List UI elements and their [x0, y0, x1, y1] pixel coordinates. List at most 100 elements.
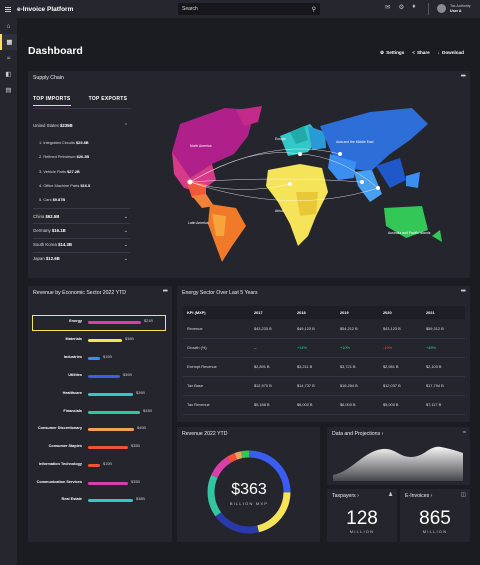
- search-input[interactable]: Search ⚲: [178, 3, 320, 15]
- taxpayers-unit: MILLION: [349, 529, 375, 534]
- region-row[interactable]: China $62.5B ⌄: [33, 214, 128, 220]
- region-label: South Korea $14.3B: [33, 242, 72, 247]
- sector-bar: [88, 339, 122, 342]
- sector-value: $39B: [136, 391, 145, 395]
- chevron-down-icon[interactable]: ⌄: [123, 242, 128, 248]
- tab-top-imports[interactable]: TOP IMPORTS: [33, 96, 71, 106]
- taxpayers-card[interactable]: Taxpayers › ♟: [327, 489, 397, 542]
- table-row: Exempt Revenue $2,891 B $3,211 B $3,721 B $2…: [183, 357, 465, 377]
- list-item: 5. Cars $9.87B: [39, 197, 66, 202]
- table-row: Growth (%) -- +14% +10% -19% +48%: [183, 338, 465, 358]
- share-button[interactable]: < Share: [412, 50, 430, 55]
- selected-row-highlight: [32, 315, 166, 331]
- sector-row[interactable]: Real Estate $38B: [30, 496, 160, 506]
- trend-icon[interactable]: ≈: [6, 54, 11, 62]
- sector-label: Materials: [65, 337, 82, 341]
- taxpayers-title[interactable]: Taxpayers ›: [332, 493, 359, 499]
- chevron-down-icon[interactable]: ⌄: [123, 214, 128, 220]
- sector-row[interactable]: Utilities $30B: [30, 372, 160, 382]
- sector-row[interactable]: Financials $43B: [30, 408, 160, 418]
- column-header[interactable]: 2018: [292, 306, 336, 319]
- more-icon[interactable]: •••: [162, 288, 168, 295]
- sector-row[interactable]: Information Technology $10B: [30, 461, 160, 471]
- region-row[interactable]: South Korea $14.3B ⌄: [33, 242, 128, 248]
- table-cell: $43,233 B: [249, 319, 293, 339]
- sector-row[interactable]: Energy $21B: [30, 318, 160, 328]
- region-row[interactable]: Germany $16.1B ⌄: [33, 228, 128, 234]
- region-row[interactable]: United States $235B ⌃: [33, 123, 128, 129]
- side-nav: ⌂ ▦ ≈ ◧ ▤: [0, 18, 17, 565]
- sector-row[interactable]: Materials $36B: [30, 336, 160, 346]
- revenue-sector-title: Revenue by Economic Sector 2022 YTD: [33, 290, 127, 296]
- einvoices-title[interactable]: E-Invoices ›: [405, 493, 433, 499]
- sector-bar: [88, 357, 100, 360]
- sector-row[interactable]: Communication Services $35B: [30, 479, 160, 489]
- home-icon[interactable]: ⌂: [6, 22, 11, 30]
- table-cell: Tax Base: [183, 376, 250, 396]
- toolbar-icons: ✉ ⚙ ♦: [385, 3, 416, 11]
- map-label-eu: Europe: [275, 137, 286, 141]
- sector-label: Communication Services: [36, 480, 82, 484]
- panel-icon[interactable]: ◧: [5, 71, 12, 78]
- supply-tabs: TOP IMPORTS TOP EXPORTS: [33, 96, 127, 106]
- list-item: 2. Refined Petroleum $26.3B: [39, 154, 90, 159]
- sector-label: Consumer Discretionary: [37, 426, 82, 430]
- mail-icon[interactable]: ✉: [385, 4, 391, 11]
- chevron-down-icon[interactable]: ⌄: [123, 228, 128, 234]
- column-header[interactable]: 2019: [335, 306, 379, 319]
- download-button[interactable]: ↓ Download: [437, 50, 464, 55]
- sector-label: Industries: [63, 355, 82, 359]
- dashboard-icon[interactable]: ▦: [0, 34, 17, 50]
- more-icon[interactable]: •••: [460, 73, 466, 80]
- region-row[interactable]: Japan $12.6B ⌄: [33, 256, 128, 262]
- column-header[interactable]: 2017: [249, 306, 293, 319]
- toolbar-divider: [428, 3, 429, 15]
- search-icon[interactable]: ⚲: [311, 6, 316, 13]
- sector-row[interactable]: Consumer Staples $35B: [30, 443, 160, 453]
- divider: [33, 238, 130, 239]
- column-header[interactable]: 2021: [421, 306, 465, 319]
- sector-bar: [88, 393, 133, 396]
- sector-value: $35B: [131, 444, 140, 448]
- einvoices-card[interactable]: E-Invoices › ◫: [400, 489, 470, 542]
- region-label: Germany $16.1B: [33, 228, 66, 233]
- projections-title[interactable]: Data and Projections ›: [332, 431, 384, 437]
- taxpayers-value: 128: [346, 508, 378, 529]
- more-icon[interactable]: •••: [460, 288, 466, 295]
- table-cell: $3,721 B: [335, 357, 379, 377]
- table-cell: $5,188 B: [249, 395, 293, 415]
- download-icon: ↓: [437, 50, 441, 55]
- bell-icon[interactable]: ♦: [412, 3, 416, 10]
- sector-value: $21B: [144, 319, 153, 323]
- revenue-value: $363: [231, 481, 267, 498]
- sector-value: $43B: [143, 409, 152, 413]
- gear-icon[interactable]: ⚙: [398, 4, 405, 11]
- supply-chain-title: Supply Chain: [33, 75, 64, 81]
- sector-row[interactable]: Industries $10B: [30, 354, 160, 364]
- users-icon: ♟: [388, 492, 393, 498]
- column-header[interactable]: 2020: [378, 306, 422, 319]
- sector-bar: [88, 321, 141, 324]
- menu-icon[interactable]: [5, 6, 11, 13]
- sector-row[interactable]: Healthcare $39B: [30, 390, 160, 400]
- sector-value: $10B: [103, 355, 112, 359]
- revenue-donut: [207, 450, 291, 534]
- chevron-down-icon[interactable]: ⌄: [123, 256, 128, 262]
- page-actions: ⚙ Settings < Share ↓ Download: [380, 50, 464, 56]
- sector-label: Healthcare: [62, 391, 82, 395]
- settings-button[interactable]: ⚙ Settings: [380, 50, 405, 55]
- world-map[interactable]: North America Europe Asia and the Middle…: [150, 96, 470, 266]
- sector-label: Real Estate: [61, 497, 82, 501]
- chevron-up-icon[interactable]: ⌃: [123, 123, 128, 129]
- trend-icon[interactable]: ≈: [462, 430, 466, 436]
- column-header[interactable]: KPI (MXP): [183, 306, 250, 319]
- table-cell: $2,891 B: [249, 357, 293, 377]
- sector-row[interactable]: Consumer Discretionary $40B: [30, 425, 160, 435]
- map-label-na: North America: [190, 144, 212, 148]
- tab-top-exports[interactable]: TOP EXPORTS: [88, 96, 128, 102]
- avatar[interactable]: [437, 4, 446, 13]
- calendar-icon[interactable]: ▤: [5, 87, 12, 94]
- table-cell: $6,000 B: [335, 395, 379, 415]
- einvoices-value: 865: [419, 508, 451, 529]
- user-info[interactable]: Tax Authority User A: [450, 4, 471, 13]
